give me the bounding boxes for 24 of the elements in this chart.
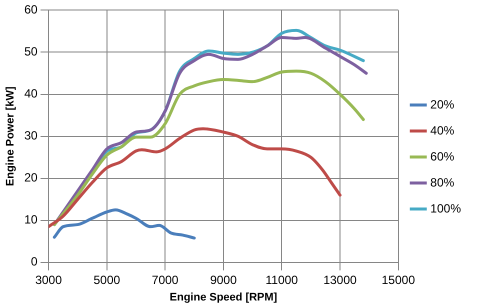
legend-label: 60% — [430, 149, 455, 164]
x-tick-label: 9000 — [210, 272, 238, 287]
y-tick-label: 0 — [30, 254, 38, 269]
x-axis-title: Engine Speed [RPM] — [170, 291, 278, 304]
line-series — [52, 70, 365, 226]
y-tick-label: 50 — [24, 44, 38, 59]
y-axis-title: Engine Power [kW] — [4, 86, 17, 186]
x-tick-label: 11000 — [265, 272, 298, 287]
x-tick-label: 13000 — [323, 272, 358, 287]
line-series — [52, 208, 196, 240]
y-tick-label: 10 — [24, 212, 38, 227]
legend-label: 20% — [430, 97, 455, 112]
x-tick-label: 7000 — [152, 272, 179, 287]
legend-label: 100% — [430, 201, 462, 216]
legend-label: 80% — [430, 175, 455, 190]
x-tick-label: 3000 — [35, 272, 62, 287]
y-tick-label: 20 — [24, 170, 38, 185]
legend-label: 40% — [430, 123, 455, 138]
y-tick-label: 60 — [24, 2, 38, 17]
line-series — [48, 127, 342, 228]
y-tick-label: 40 — [24, 86, 38, 101]
x-tick-label: 5000 — [93, 272, 121, 287]
y-tick-label: 30 — [24, 128, 38, 143]
x-tick-label: 15000 — [382, 272, 416, 287]
